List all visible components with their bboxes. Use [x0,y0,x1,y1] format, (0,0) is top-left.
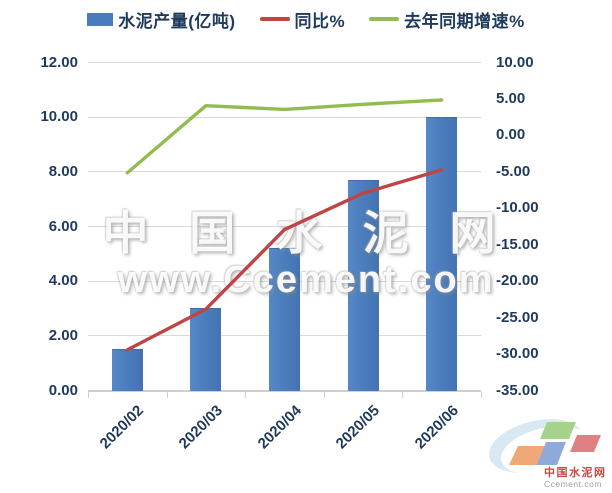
y-axis-right-tick-label: -20.00 [496,272,539,290]
y-axis-right-tick-label: 0.00 [496,126,526,144]
x-axis-category-label: 2020/06 [411,402,462,453]
logo-tile-green [540,422,576,439]
x-axis-tick [402,392,404,398]
logo-tile-blue [537,442,566,465]
yoy-line-swatch-icon [259,17,290,21]
x-axis-category-label: 2020/02 [96,402,148,453]
bar-series-swatch-icon [87,12,114,26]
legend-label-yoy: 同比% [294,11,346,31]
logo-name-en: Ccement.com [544,479,602,489]
legend-label-production: 水泥产量(亿吨) [118,11,236,31]
y-axis-left-tick-label: 0.00 [48,381,78,399]
bar [269,247,300,391]
y-axis-left-tick-label: 6.00 [48,217,78,235]
y-axis-right-tick-label: -5.00 [496,162,531,180]
bar [347,179,379,391]
chart-legend: 水泥产量(亿吨) 同比% 去年同期增速% [0,7,612,31]
y-axis-left-tick-label: 2.00 [48,326,78,344]
y-axis-left-tick-label: 4.00 [48,272,78,290]
gridline [88,226,481,227]
y-axis-right-tick-label: 10.00 [496,53,534,71]
y-axis-left-tick-label: 10.00 [40,108,78,126]
bar [190,308,222,391]
x-axis-category-label: 2020/03 [175,402,226,453]
gridline [88,171,481,173]
gridline [88,116,481,118]
x-axis-tick [166,392,168,398]
y-axis-left-tick-label: 8.00 [48,162,78,180]
bar [111,349,143,391]
y-axis-right-tick-label: -35.00 [496,381,539,399]
ccement-logo: 中国水泥网 Ccement.com [489,419,607,489]
x-axis-category-label: 2020/04 [254,402,305,453]
y-axis-left-tick-label: 12.00 [40,53,78,71]
x-axis-tick [245,392,247,398]
x-axis-line [88,390,481,392]
logo-tile-pink [570,435,601,452]
logo-name-cn: 中国水泥网 [544,465,607,479]
y-axis-right-tick-label: -10.00 [496,199,539,217]
x-axis-tick [481,392,482,398]
x-axis-category-label: 2020/05 [332,402,384,453]
y-axis-right-tick-label: -25.00 [496,308,539,326]
y-axis-right-tick-label: -30.00 [496,345,539,363]
x-axis-tick [88,392,89,398]
gridline [88,62,481,63]
y-axis-right-tick-label: -15.00 [496,235,539,253]
lastyear-line-swatch-icon [369,17,400,21]
y-axis-right-tick-label: 5.00 [496,89,526,107]
legend-item-lastyear: 去年同期增速% [369,7,525,32]
legend-item-yoy: 同比% [259,7,346,32]
legend-item-production: 水泥产量(亿吨) [87,7,235,32]
x-axis-tick [323,392,325,398]
legend-label-lastyear: 去年同期增速% [404,11,525,31]
bar [426,116,458,391]
lastyear-growth-line [125,98,444,175]
